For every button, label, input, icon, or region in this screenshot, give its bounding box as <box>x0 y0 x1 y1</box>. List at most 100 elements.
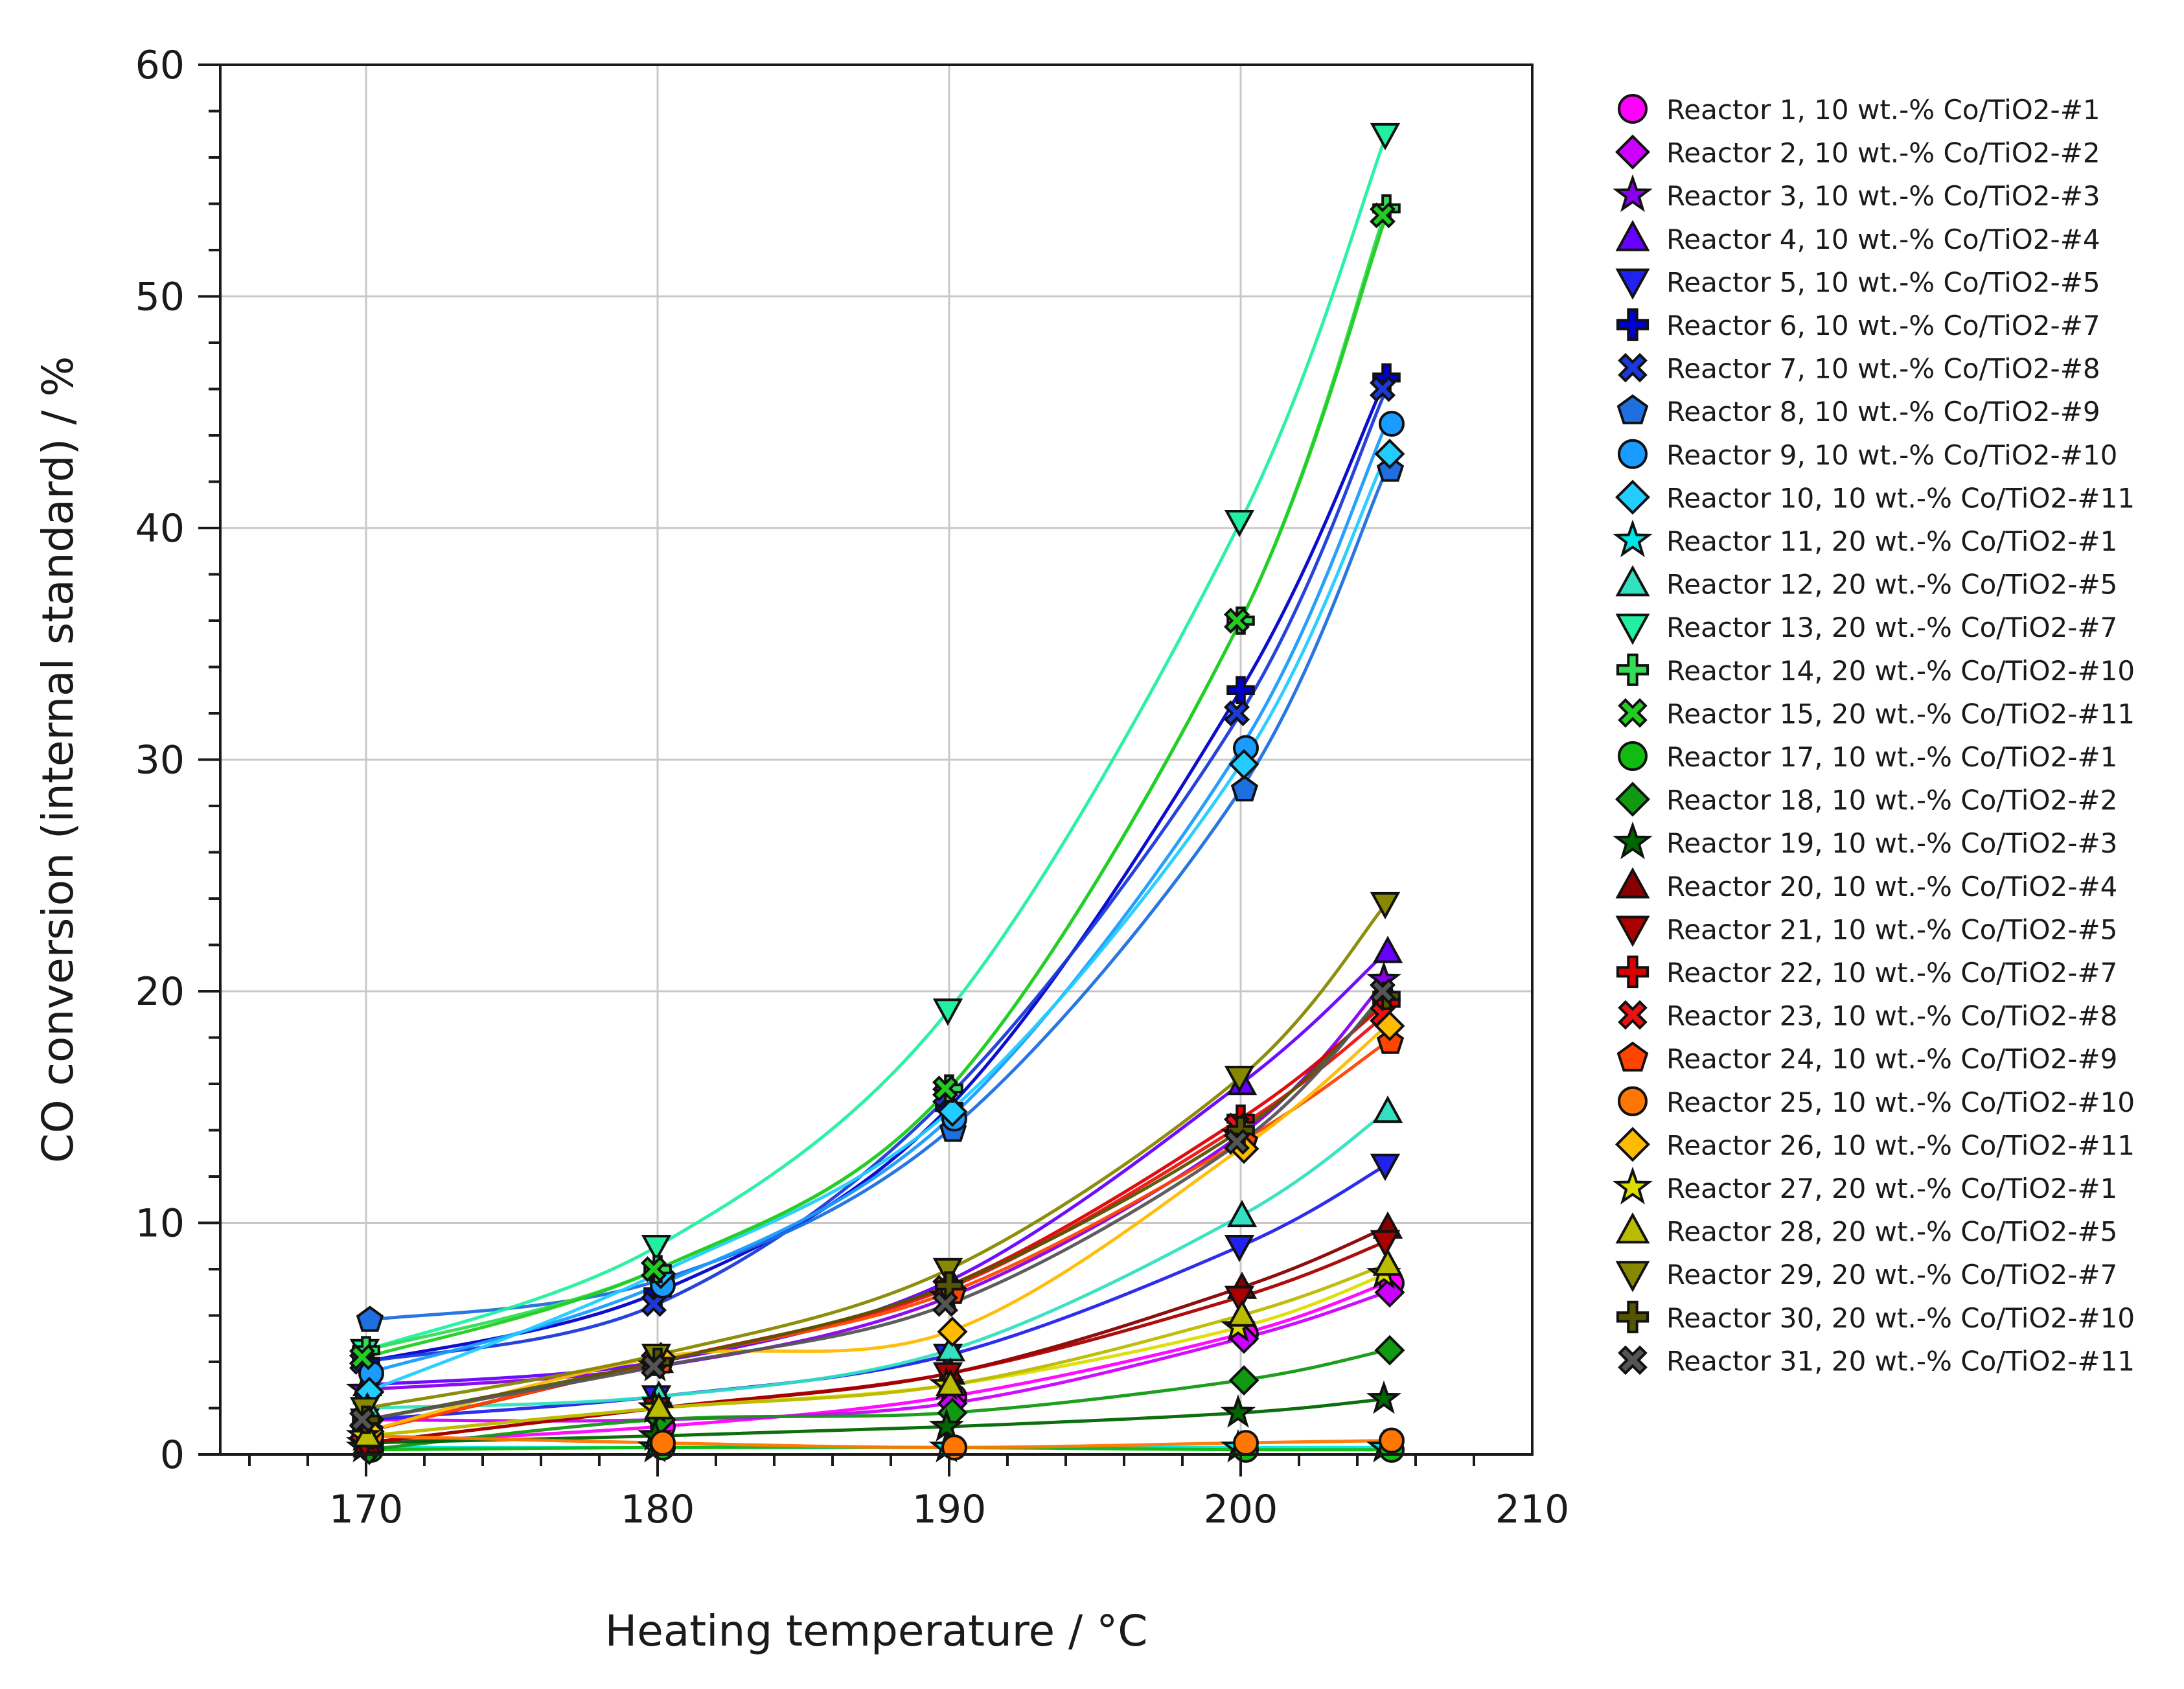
data-point-x <box>1369 376 1396 402</box>
legend-marker-diamond <box>1615 781 1651 817</box>
data-point-triangle-down <box>641 1235 672 1263</box>
legend-marker-circle <box>1618 741 1648 771</box>
legend-label: Reactor 14, 20 wt.-% Co/TiO2-#10 <box>1666 655 2135 687</box>
data-point-star <box>1220 1394 1256 1428</box>
legend-label: Reactor 22, 10 wt.-% Co/TiO2-#7 <box>1666 957 2117 989</box>
y-tick-label: 60 <box>135 43 185 88</box>
legend-label: Reactor 2, 10 wt.-% Co/TiO2-#2 <box>1666 137 2100 169</box>
legend-label: Reactor 31, 20 wt.-% Co/TiO2-#11 <box>1666 1345 2135 1377</box>
legend-label: Reactor 6, 10 wt.-% Co/TiO2-#7 <box>1666 310 2100 341</box>
legend-label: Reactor 28, 20 wt.-% Co/TiO2-#5 <box>1666 1216 2117 1248</box>
data-point-triangle-down <box>1370 1230 1401 1258</box>
legend-label: Reactor 7, 10 wt.-% Co/TiO2-#8 <box>1666 353 2100 385</box>
data-point-circle <box>1379 1427 1405 1454</box>
legend-label: Reactor 25, 10 wt.-% Co/TiO2-#10 <box>1666 1086 2135 1118</box>
legend-label: Reactor 18, 10 wt.-% Co/TiO2-#2 <box>1666 785 2117 816</box>
data-point-pentagon <box>356 1305 384 1332</box>
legend: Reactor 1, 10 wt.-% Co/TiO2-#1 Reactor 2,… <box>1613 94 2135 1377</box>
legend-marker-triangle-down <box>1615 915 1650 947</box>
x-tick-label: 210 <box>1495 1487 1570 1532</box>
legend-label: Reactor 30, 20 wt.-% Co/TiO2-#10 <box>1666 1302 2135 1334</box>
series-line <box>365 994 1388 1421</box>
legend-label: Reactor 8, 10 wt.-% Co/TiO2-#9 <box>1666 396 2100 428</box>
legend-label: Reactor 26, 10 wt.-% Co/TiO2-#11 <box>1666 1129 2135 1161</box>
series-line <box>365 1163 1388 1421</box>
data-point-triangle-up <box>643 1392 674 1419</box>
data-point-diamond <box>1228 749 1259 780</box>
data-point-circle <box>1379 411 1405 437</box>
data-point-triangle-down <box>1224 1285 1255 1313</box>
data-point-triangle-down <box>1370 891 1401 920</box>
data-point-star <box>1366 1380 1402 1414</box>
data-point-x <box>640 1291 667 1317</box>
data-point-x <box>349 1344 376 1370</box>
legend-label: Reactor 3, 10 wt.-% Co/TiO2-#3 <box>1666 180 2100 212</box>
legend-marker-triangle-down <box>1615 614 1650 645</box>
data-point-triangle-down <box>1224 1235 1255 1263</box>
data-point-triangle-up <box>352 1419 383 1447</box>
y-tick-label: 50 <box>135 275 185 320</box>
legend-label: Reactor 12, 20 wt.-% Co/TiO2-#5 <box>1666 569 2117 601</box>
legend-label: Reactor 23, 10 wt.-% Co/TiO2-#8 <box>1666 1000 2117 1032</box>
data-point-x <box>1369 978 1396 1005</box>
data-point-x <box>932 1291 959 1317</box>
series-line <box>365 214 1388 1359</box>
series-markers <box>345 122 1405 1465</box>
data-point-x <box>640 1353 667 1380</box>
legend-marker-plus <box>1616 955 1649 989</box>
series-line <box>365 376 1388 1364</box>
legend-marker-plus <box>1616 308 1649 341</box>
legend-marker-plus <box>1616 1300 1649 1333</box>
data-point-triangle-down <box>1224 510 1255 538</box>
legend-marker-diamond <box>1615 479 1651 515</box>
data-point-pentagon <box>1230 775 1259 801</box>
y-tick-label: 40 <box>135 506 185 551</box>
data-point-diamond <box>1374 1011 1405 1042</box>
data-point-diamond <box>937 1316 968 1348</box>
x-tick-label: 180 <box>621 1487 695 1532</box>
data-point-circle <box>1233 1430 1259 1456</box>
data-point-triangle-up <box>1226 1199 1258 1228</box>
x-tick-label: 190 <box>912 1487 987 1532</box>
legend-marker-x <box>1618 1345 1648 1375</box>
legend-marker-plus <box>1616 653 1649 686</box>
series-line <box>365 990 1388 1421</box>
legend-marker-star <box>1613 174 1653 213</box>
axes: 170 180 190 200 210 0 10 20 30 40 50 60 <box>135 43 1570 1532</box>
y-tick-label: 10 <box>135 1201 185 1247</box>
y-tick-label: 30 <box>135 738 185 783</box>
legend-marker-star <box>1613 519 1653 558</box>
series-line <box>365 388 1388 1364</box>
grid <box>220 65 1532 1454</box>
legend-marker-pentagon <box>1616 1041 1649 1072</box>
data-point-triangle-down <box>1370 1153 1401 1181</box>
legend-label: Reactor 21, 10 wt.-% Co/TiO2-#5 <box>1666 913 2117 945</box>
legend-marker-triangle-up <box>1615 867 1650 899</box>
legend-marker-pentagon <box>1616 394 1649 424</box>
legend-marker-triangle-up <box>1615 565 1650 597</box>
data-point-diamond <box>937 1096 968 1127</box>
legend-label: Reactor 24, 10 wt.-% Co/TiO2-#9 <box>1666 1043 2117 1075</box>
legend-label: Reactor 5, 10 wt.-% Co/TiO2-#5 <box>1666 266 2100 298</box>
legend-label: Reactor 11, 20 wt.-% Co/TiO2-#1 <box>1666 525 2117 557</box>
series-line <box>365 1239 1387 1445</box>
legend-label: Reactor 17, 10 wt.-% Co/TiO2-#1 <box>1666 741 2117 773</box>
series-line <box>365 423 1388 1375</box>
data-point-x <box>932 1075 959 1102</box>
data-point-circle <box>650 1430 676 1456</box>
data-point-x <box>640 1256 667 1283</box>
legend-marker-circle <box>1618 1086 1648 1116</box>
data-point-x <box>349 1407 376 1433</box>
legend-label: Reactor 27, 20 wt.-% Co/TiO2-#1 <box>1666 1173 2117 1204</box>
data-point-star <box>928 1408 965 1442</box>
data-point-triangle-down <box>1224 1066 1255 1094</box>
series-line <box>365 1281 1387 1445</box>
legend-marker-x <box>1618 1000 1648 1030</box>
series-line <box>365 1348 1387 1452</box>
legend-label: Reactor 13, 20 wt.-% Co/TiO2-#7 <box>1666 612 2117 643</box>
legend-marker-diamond <box>1615 134 1651 170</box>
x-axis-title: Heating temperature / °C <box>605 1606 1148 1656</box>
legend-label: Reactor 20, 10 wt.-% Co/TiO2-#4 <box>1666 871 2117 902</box>
data-point-triangle-down <box>932 998 963 1026</box>
